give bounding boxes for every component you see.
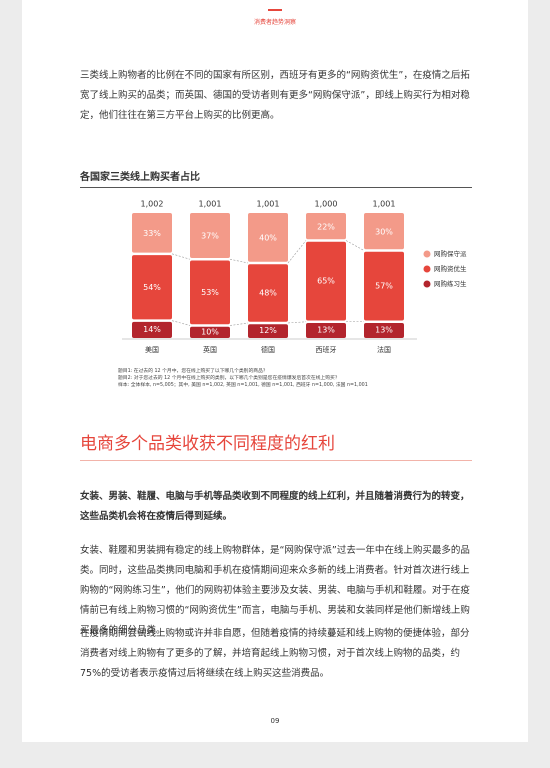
legend-swatch bbox=[423, 265, 431, 273]
note: 样本: 全体样本, n=5,005；其中, 美国 n=1,002, 英国 n=1… bbox=[118, 383, 368, 388]
chart-title: 各国家三类线上购买者占比 bbox=[80, 172, 200, 183]
bar-segment bbox=[132, 213, 172, 253]
bar-segment bbox=[248, 264, 288, 322]
bar-segment bbox=[364, 323, 404, 338]
paragraph: 在疫情期间尝试线上购物或许并非自愿，但随着疫情的持续蔓延和线上购物的便捷体验，部… bbox=[80, 628, 470, 679]
section-heading: 电商多个品类收获不同程度的红利 bbox=[80, 434, 335, 454]
bar-segment bbox=[132, 255, 172, 320]
value-label: 53% bbox=[201, 288, 219, 297]
connector bbox=[287, 321, 307, 324]
connector bbox=[171, 320, 191, 326]
sample-size: 1,002 bbox=[141, 200, 164, 209]
chart-rule bbox=[80, 187, 472, 188]
value-label: 33% bbox=[143, 229, 161, 238]
x-tick-label: 美国 bbox=[145, 345, 159, 354]
value-label: 30% bbox=[375, 227, 393, 236]
paragraph: 女装、男装、鞋履、电脑与手机等品类收到不同程度的线上红利，并且随着消费行为的转变… bbox=[80, 491, 470, 522]
connector bbox=[171, 253, 191, 260]
value-label: 13% bbox=[317, 325, 335, 334]
legend-label: 网购资优生 bbox=[434, 264, 467, 273]
connector bbox=[229, 322, 249, 326]
header-title: 消费者趋势洞察 bbox=[253, 19, 296, 26]
connector bbox=[345, 240, 365, 251]
legend-label: 网购练习生 bbox=[434, 279, 467, 288]
bar-segment bbox=[364, 213, 404, 250]
paragraph: 女装、鞋履和男装拥有稳定的线上购物群体，是“网购保守派”过去一年中在线上购买最多… bbox=[80, 545, 470, 636]
value-label: 22% bbox=[317, 222, 335, 231]
notes: 题目1: 在过去的 12 个月中，您在线上购买了以下哪几个类别的商品？ 题目2:… bbox=[118, 368, 478, 389]
bar-segment bbox=[190, 213, 230, 258]
x-tick-label: 西班牙 bbox=[316, 345, 337, 354]
section-rule bbox=[80, 460, 472, 461]
value-label: 48% bbox=[259, 289, 277, 298]
bar-segment bbox=[306, 213, 346, 240]
legend-swatch bbox=[423, 280, 431, 288]
page: 消费者趋势洞察 三类线上购物者的比例在不同的国家有所区别，西班牙有更多的“网购资… bbox=[22, 0, 528, 742]
value-label: 57% bbox=[375, 282, 393, 291]
bar-segment bbox=[248, 324, 288, 338]
note: 题目1: 在过去的 12 个月中，您在线上购买了以下哪几个类别的商品？ bbox=[118, 369, 268, 374]
bar-segment bbox=[364, 251, 404, 321]
value-label: 65% bbox=[317, 277, 335, 286]
value-label: 10% bbox=[201, 327, 219, 336]
sample-size: 1,000 bbox=[315, 200, 338, 209]
value-label: 40% bbox=[259, 234, 277, 243]
x-tick-label: 德国 bbox=[261, 345, 275, 354]
value-label: 37% bbox=[201, 232, 219, 241]
value-label: 13% bbox=[375, 325, 393, 334]
bar-segment bbox=[190, 260, 230, 325]
header-rule bbox=[268, 9, 282, 11]
chart: 14% 54% 33% 1,002 美国 10% 53% 37% 1,001 英国 12% 48% 40… bbox=[122, 200, 467, 354]
bar-segment bbox=[132, 321, 172, 338]
sample-size: 1,001 bbox=[373, 200, 396, 209]
page-number: 09 bbox=[270, 717, 280, 725]
value-label: 12% bbox=[259, 326, 277, 335]
x-tick-label: 法国 bbox=[377, 345, 391, 354]
bar-segment bbox=[306, 241, 346, 321]
intro: 三类线上购物者的比例在不同的国家有所区别，西班牙有更多的“网购资优生”，在疫情之… bbox=[80, 70, 470, 121]
bar-segment bbox=[190, 326, 230, 338]
sample-size: 1,001 bbox=[257, 200, 280, 209]
value-label: 14% bbox=[143, 325, 161, 334]
bar-segment bbox=[306, 323, 346, 338]
sample-size: 1,001 bbox=[199, 200, 222, 209]
value-label: 54% bbox=[143, 283, 161, 292]
bar-segment bbox=[248, 213, 288, 262]
x-tick-label: 英国 bbox=[203, 345, 217, 354]
connector bbox=[287, 240, 307, 264]
connector bbox=[229, 258, 249, 264]
legend-label: 网购保守派 bbox=[434, 249, 467, 258]
legend-swatch bbox=[423, 250, 431, 258]
note: 题目2: 对于您过去的 12 个月中在线上购买的类别，以下哪几个类别是您在疫情爆… bbox=[118, 376, 340, 381]
